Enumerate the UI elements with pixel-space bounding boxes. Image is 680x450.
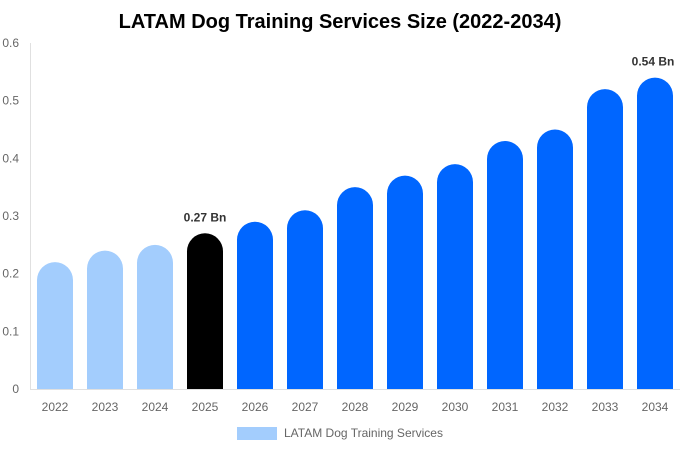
x-tick-label: 2022 [42,400,69,414]
x-tick-label: 2023 [92,400,119,414]
chart-title: LATAM Dog Training Services Size (2022-2… [119,11,562,33]
x-tick-label: 2034 [642,400,669,414]
bar-2028[interactable] [337,187,373,389]
x-tick-label: 2032 [542,400,569,414]
x-tick-label: 2027 [292,400,319,414]
legend-swatch[interactable] [237,427,277,440]
bar-2029[interactable] [387,175,423,389]
x-tick-label: 2024 [142,400,169,414]
x-tick-label: 2030 [442,400,469,414]
legend-label[interactable]: LATAM Dog Training Services [284,426,443,440]
x-tick-label: 2029 [392,400,419,414]
x-tick-label: 2028 [342,400,369,414]
y-tick-label: 0.2 [2,267,19,281]
bar-2032[interactable] [537,129,573,390]
x-tick-label: 2025 [192,400,219,414]
data-label: 0.54 Bn [632,55,675,69]
bar-2026[interactable] [237,221,273,389]
bar-2030[interactable] [437,164,473,389]
y-tick-label: 0.6 [2,36,19,50]
bar-2027[interactable] [287,210,323,389]
data-label: 0.27 Bn [184,210,227,224]
bar-2022[interactable] [37,262,73,389]
y-tick-label: 0.4 [2,151,19,165]
bar-2033[interactable] [587,89,623,389]
x-tick-label: 2026 [242,400,269,414]
bar-2024[interactable] [137,244,173,389]
y-tick-label: 0.5 [2,94,19,108]
x-tick-label: 2031 [492,400,519,414]
bar-2034[interactable] [637,77,673,389]
y-tick-label: 0 [12,382,19,396]
bar-2023[interactable] [87,250,123,389]
y-tick-label: 0.3 [2,209,19,223]
y-tick-label: 0.1 [2,324,19,338]
bar-2025[interactable] [187,233,223,389]
bar-2031[interactable] [487,141,523,389]
x-tick-label: 2033 [592,400,619,414]
